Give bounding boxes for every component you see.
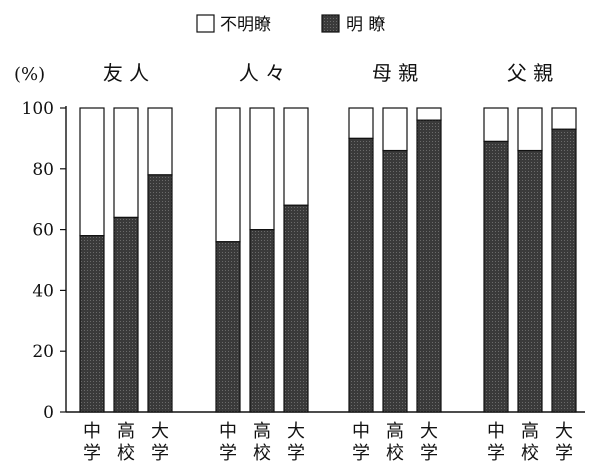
category-label-3-2-1: 学 [555, 443, 573, 464]
panel-title-1: 人 々 [239, 61, 285, 85]
category-label-1-2-1: 学 [287, 443, 305, 464]
y-tick-label-20: 20 [32, 342, 54, 362]
category-label-2-1-1: 校 [386, 443, 404, 464]
bar-unclear-2-0 [348, 107, 374, 139]
bar-clear-0-0 [79, 235, 105, 413]
legend-swatch-clear [321, 14, 340, 33]
legend: 不明瞭 明 瞭 [196, 14, 385, 35]
bar-clear-1-2 [283, 204, 309, 413]
y-tick-label-40: 40 [32, 281, 54, 301]
category-label-3-1-0: 高 [521, 421, 539, 442]
panel-title-2: 母 親 [372, 61, 418, 85]
category-label-3-0-0: 中 [487, 421, 505, 442]
category-label-0-1-0: 高 [117, 421, 135, 442]
category-label-1-1-1: 校 [253, 443, 271, 464]
bar-unclear-2-2 [416, 107, 442, 121]
bar-clear-2-0 [348, 137, 374, 413]
category-label-2-0-1: 学 [352, 443, 370, 464]
y-tick-label-80: 80 [32, 160, 54, 180]
legend-label-clear: 明 瞭 [346, 15, 385, 35]
y-axis-label: (%) [14, 64, 45, 85]
category-label-0-2-0: 大 [151, 421, 169, 442]
bar-clear-0-1 [113, 216, 139, 413]
y-tick-label-60: 60 [32, 221, 54, 241]
bar-clear-3-2 [551, 128, 577, 413]
bar-unclear-0-1 [113, 107, 139, 219]
panel-title-0: 友 人 [103, 61, 149, 85]
bar-unclear-3-0 [483, 107, 509, 143]
bar-unclear-0-2 [147, 107, 173, 176]
category-label-0-1-1: 校 [117, 443, 135, 464]
bar-clear-1-0 [215, 241, 241, 413]
category-label-1-1-0: 高 [253, 421, 271, 442]
category-label-0-0-1: 学 [83, 443, 101, 464]
category-label-3-1-1: 校 [521, 443, 539, 464]
bar-clear-2-1 [382, 149, 408, 413]
category-label-2-2-0: 大 [420, 421, 438, 442]
bar-clear-1-1 [249, 229, 275, 413]
bar-unclear-3-1 [517, 107, 543, 152]
category-label-2-0-0: 中 [352, 421, 370, 442]
bar-unclear-2-1 [382, 107, 408, 152]
panel-title-3: 父 親 [507, 61, 553, 85]
bar-clear-0-2 [147, 174, 173, 413]
category-label-3-2-0: 大 [555, 421, 573, 442]
bar-clear-3-1 [517, 149, 543, 413]
category-label-2-1-0: 高 [386, 421, 404, 442]
category-label-2-2-1: 学 [420, 443, 438, 464]
legend-label-unclear: 不明瞭 [220, 15, 271, 35]
bar-unclear-1-2 [283, 107, 309, 206]
bars [79, 107, 577, 413]
bar-unclear-3-2 [551, 107, 577, 130]
category-label-1-0-0: 中 [219, 421, 237, 442]
bar-clear-2-2 [416, 119, 442, 413]
category-label-0-0-0: 中 [83, 421, 101, 442]
bar-unclear-1-1 [249, 107, 275, 231]
category-label-3-0-1: 学 [487, 443, 505, 464]
bar-clear-3-0 [483, 140, 509, 413]
bar-unclear-1-0 [215, 107, 241, 243]
category-label-1-2-0: 大 [287, 421, 305, 442]
y-axis-ticks: 0 20 40 60 80 100 [22, 99, 66, 423]
legend-swatch-unclear [196, 14, 215, 33]
category-label-0-2-1: 学 [151, 443, 169, 464]
panel-titles: 友 人人 々母 親父 親 [103, 61, 553, 85]
bar-unclear-0-0 [79, 107, 105, 237]
y-tick-label-0: 0 [43, 403, 54, 423]
y-tick-label-100: 100 [22, 99, 54, 119]
category-label-1-0-1: 学 [219, 443, 237, 464]
